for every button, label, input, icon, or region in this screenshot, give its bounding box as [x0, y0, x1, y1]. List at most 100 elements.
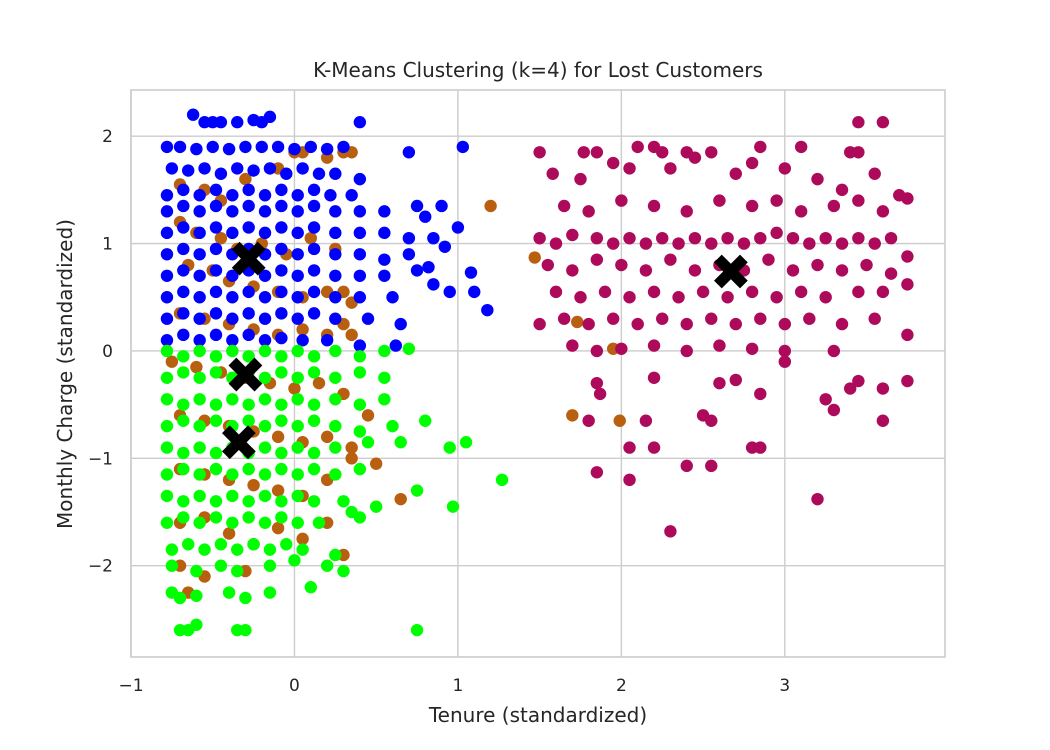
cluster-3-point	[329, 468, 342, 481]
cluster-3-point	[304, 580, 317, 594]
cluster-4-point	[549, 285, 563, 299]
cluster-4-point	[778, 344, 792, 358]
cluster-2-point	[160, 291, 174, 304]
cluster-4-point	[745, 199, 759, 213]
cluster-4-point	[615, 258, 628, 272]
cluster-4-point	[590, 231, 604, 245]
cluster-2-point	[160, 189, 174, 202]
cluster-3-point	[242, 414, 255, 427]
cluster-2-point	[291, 269, 304, 282]
cluster-2-point	[329, 167, 342, 180]
cluster-2-point	[291, 189, 304, 202]
cluster-3-point	[214, 559, 228, 572]
cluster-3-point	[177, 350, 190, 363]
cluster-2-point	[378, 253, 391, 266]
cluster-2-point	[177, 264, 190, 277]
cluster-3-point	[160, 468, 174, 481]
cluster-4-point	[623, 291, 636, 304]
cluster-2-point	[361, 312, 375, 325]
cluster-2-point	[242, 307, 255, 320]
cluster-4-point	[688, 264, 702, 277]
cluster-4-point	[631, 140, 644, 154]
cluster-4-point	[577, 146, 590, 159]
cluster-3-point	[258, 419, 272, 433]
cluster-3-point	[258, 489, 272, 503]
cluster-4-point	[721, 291, 734, 304]
cluster-4-point	[835, 183, 849, 197]
cluster-2-point	[160, 226, 174, 240]
cluster-2-point	[193, 312, 206, 325]
cluster-4-point	[705, 146, 718, 159]
cluster-4-point	[688, 151, 702, 164]
cluster-1-point	[613, 414, 626, 427]
cluster-2-point	[324, 189, 337, 202]
cluster-4-point	[639, 264, 653, 277]
cluster-4-point	[803, 237, 816, 250]
cluster-4-point	[770, 291, 783, 304]
cluster-2-point	[193, 189, 206, 202]
cluster-1-point	[320, 151, 334, 164]
cluster-4-point	[794, 140, 808, 154]
cluster-4-point	[819, 393, 832, 406]
cluster-3-point	[329, 441, 342, 454]
cluster-4-point	[713, 194, 726, 207]
cluster-3-point	[160, 441, 174, 454]
cluster-3-point	[275, 511, 288, 524]
cluster-2-point	[258, 226, 272, 240]
cluster-3-point	[329, 419, 342, 433]
cluster-1-point	[296, 532, 309, 546]
cluster-2-point	[329, 269, 342, 282]
cluster-4-point	[631, 317, 644, 331]
cluster-2-point	[160, 269, 174, 282]
cluster-3-point	[320, 559, 334, 572]
x-tick-label: −1	[118, 676, 143, 696]
cluster-2-point	[258, 312, 272, 325]
cluster-3-point	[329, 344, 342, 358]
centroid-stroke	[221, 425, 256, 460]
cluster-3-point	[419, 414, 432, 427]
cluster-2-point	[206, 140, 219, 154]
cluster-3-point	[275, 414, 288, 427]
cluster-2-point	[329, 291, 342, 304]
y-tick-label: −2	[88, 557, 113, 577]
cluster-2-point	[422, 260, 435, 274]
cluster-2-point	[209, 328, 223, 342]
cluster-3-point	[307, 366, 321, 379]
cluster-3-point	[198, 543, 211, 556]
cluster-2-point	[242, 199, 255, 213]
cluster-1-point	[271, 484, 285, 497]
cluster-3-point	[329, 548, 342, 562]
cluster-4-point	[705, 312, 718, 325]
cluster-3-point	[386, 419, 399, 433]
cluster-2-point	[271, 140, 285, 154]
cluster-2-point	[160, 205, 174, 218]
cluster-3-point	[226, 516, 239, 529]
cluster-3-point	[353, 350, 367, 363]
cluster-3-point	[209, 350, 223, 363]
cluster-4-point	[713, 376, 726, 390]
cluster-3-point	[291, 344, 304, 358]
cluster-3-point	[177, 462, 190, 476]
cluster-2-point	[258, 189, 272, 202]
cluster-2-point	[242, 328, 255, 342]
cluster-2-point	[209, 285, 223, 299]
cluster-2-point	[177, 328, 190, 342]
cluster-2-point	[291, 248, 304, 261]
cluster-2-point	[193, 205, 206, 218]
cluster-4-point	[598, 285, 612, 299]
cluster-2-point	[275, 221, 288, 234]
cluster-2-point	[320, 142, 334, 156]
y-tick-labels: −2 −1 0 1 2	[88, 127, 113, 577]
cluster-4-point	[688, 231, 702, 245]
cluster-2-point	[280, 167, 293, 180]
cluster-2-point	[353, 339, 367, 352]
cluster-2-point	[402, 248, 416, 261]
cluster-2-point	[275, 199, 288, 213]
cluster-3-point	[190, 618, 203, 631]
cluster-4-point	[729, 373, 742, 387]
cluster-4-point	[843, 382, 857, 395]
cluster-2-point	[410, 264, 424, 277]
cluster-3-point	[378, 393, 391, 406]
cluster-4-point	[745, 156, 759, 170]
cluster-2-point	[468, 285, 481, 299]
